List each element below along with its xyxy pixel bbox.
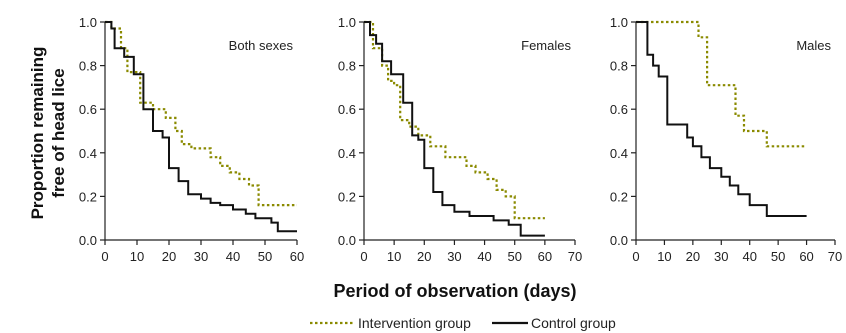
y-axis-title-line2: free of head lice xyxy=(49,68,68,197)
y-tick-label: 0.8 xyxy=(610,59,628,74)
y-tick-label: 1.0 xyxy=(338,15,356,30)
y-tick-label: 0.6 xyxy=(79,102,97,117)
x-tick-label: 0 xyxy=(360,249,367,264)
y-tick-label: 0.2 xyxy=(79,189,97,204)
x-tick-label: 40 xyxy=(226,249,240,264)
y-axis-title: Proportion remaining free of head lice xyxy=(28,47,68,220)
series-intervention-line xyxy=(636,20,807,148)
x-tick-label: 30 xyxy=(714,249,728,264)
y-tick-label: 0.2 xyxy=(338,189,356,204)
x-tick-label: 0 xyxy=(632,249,639,264)
series-control-line xyxy=(105,21,297,233)
y-tick-label: 0.0 xyxy=(79,233,97,248)
panel-title: Both sexes xyxy=(229,38,294,53)
x-tick-label: 20 xyxy=(162,249,176,264)
x-tick-label: 60 xyxy=(799,249,813,264)
y-tick-label: 1.0 xyxy=(79,15,97,30)
legend-control-label: Control group xyxy=(531,315,616,331)
y-tick-label: 0.0 xyxy=(610,233,628,248)
x-tick-label: 10 xyxy=(657,249,671,264)
series-intervention-line xyxy=(364,20,545,220)
series-control-line xyxy=(364,21,545,237)
y-tick-label: 0.2 xyxy=(610,189,628,204)
x-axis-title: Period of observation (days) xyxy=(333,281,576,301)
panel-title: Females xyxy=(521,38,571,53)
x-tick-label: 30 xyxy=(194,249,208,264)
panel-title: Males xyxy=(796,38,831,53)
y-tick-label: 0.8 xyxy=(338,59,356,74)
y-tick-label: 1.0 xyxy=(610,15,628,30)
y-tick-label: 0.0 xyxy=(338,233,356,248)
series-intervention-line xyxy=(105,20,297,207)
x-tick-label: 40 xyxy=(742,249,756,264)
y-tick-label: 0.6 xyxy=(338,102,356,117)
legend-intervention-label: Intervention group xyxy=(358,315,471,331)
x-tick-label: 20 xyxy=(417,249,431,264)
x-tick-label: 70 xyxy=(568,249,582,264)
panel-females: 0.0 0.2 0.4 0.6 0.8 1.0 0 10 20 30 40 50 60 70 Females xyxy=(338,15,582,264)
x-tick-label: 70 xyxy=(828,249,842,264)
x-tick-label: 50 xyxy=(771,249,785,264)
y-tick-label: 0.4 xyxy=(338,146,356,161)
x-tick-label: 50 xyxy=(507,249,521,264)
x-tick-label: 60 xyxy=(538,249,552,264)
x-tick-label: 30 xyxy=(447,249,461,264)
x-tick-label: 0 xyxy=(101,249,108,264)
x-tick-label: 60 xyxy=(290,249,304,264)
panel-males: 0.0 0.2 0.4 0.6 0.8 1.0 0 10 20 30 40 50 60 70 Males xyxy=(610,15,842,264)
series-control-line xyxy=(636,21,807,217)
x-tick-label: 20 xyxy=(686,249,700,264)
x-tick-label: 50 xyxy=(258,249,272,264)
y-tick-label: 0.6 xyxy=(610,102,628,117)
x-tick-label: 10 xyxy=(130,249,144,264)
legend: Intervention group Control group xyxy=(310,315,616,331)
y-tick-label: 0.8 xyxy=(79,59,97,74)
x-tick-label: 10 xyxy=(387,249,401,264)
y-tick-label: 0.4 xyxy=(610,146,628,161)
panel-both-sexes: 0.0 0.2 0.4 0.6 0.8 1.0 0 10 20 30 40 50 60 Both sexe… xyxy=(79,15,304,264)
y-axis-title-line1: Proportion remaining xyxy=(28,47,47,220)
y-tick-label: 0.4 xyxy=(79,146,97,161)
x-tick-label: 40 xyxy=(477,249,491,264)
